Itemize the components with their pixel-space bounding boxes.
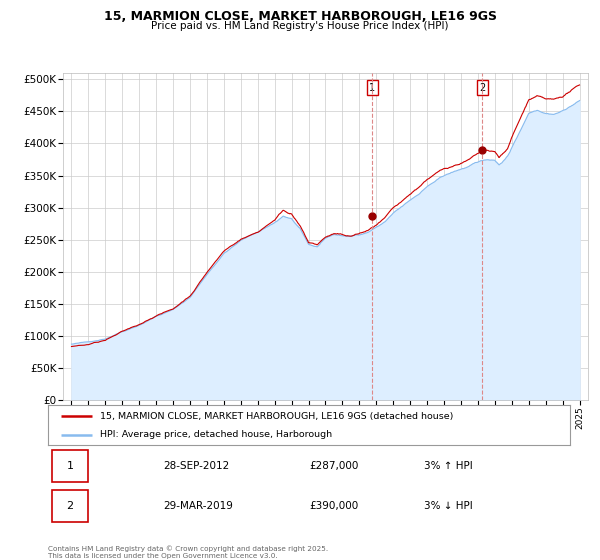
Text: 15, MARMION CLOSE, MARKET HARBOROUGH, LE16 9GS: 15, MARMION CLOSE, MARKET HARBOROUGH, LE… xyxy=(104,10,497,23)
Text: 2: 2 xyxy=(67,501,73,511)
Text: 1: 1 xyxy=(67,461,73,472)
Text: £287,000: £287,000 xyxy=(309,461,358,472)
Text: Price paid vs. HM Land Registry's House Price Index (HPI): Price paid vs. HM Land Registry's House … xyxy=(151,21,449,31)
Text: £390,000: £390,000 xyxy=(309,501,358,511)
Text: HPI: Average price, detached house, Harborough: HPI: Average price, detached house, Harb… xyxy=(100,430,332,439)
Text: 1: 1 xyxy=(369,82,375,92)
Text: 15, MARMION CLOSE, MARKET HARBOROUGH, LE16 9GS (detached house): 15, MARMION CLOSE, MARKET HARBOROUGH, LE… xyxy=(100,412,454,421)
Text: Contains HM Land Registry data © Crown copyright and database right 2025.
This d: Contains HM Land Registry data © Crown c… xyxy=(48,545,328,559)
FancyBboxPatch shape xyxy=(52,489,88,522)
Text: 28-SEP-2012: 28-SEP-2012 xyxy=(163,461,229,472)
Text: 3% ↑ HPI: 3% ↑ HPI xyxy=(424,461,473,472)
Text: 3% ↓ HPI: 3% ↓ HPI xyxy=(424,501,473,511)
Text: 2: 2 xyxy=(479,82,485,92)
FancyBboxPatch shape xyxy=(52,450,88,483)
Text: 29-MAR-2019: 29-MAR-2019 xyxy=(163,501,233,511)
